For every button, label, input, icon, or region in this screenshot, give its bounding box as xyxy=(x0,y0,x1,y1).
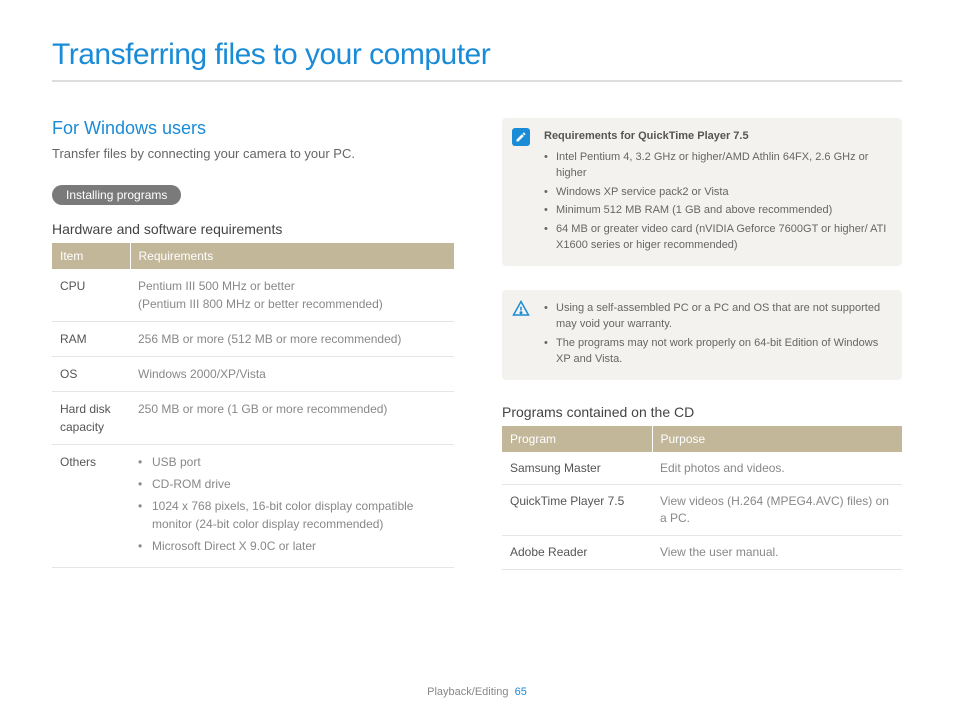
table-row: CPUPentium III 500 MHz or better(Pentium… xyxy=(52,269,454,322)
req-item: RAM xyxy=(52,322,130,357)
program-name: QuickTime Player 7.5 xyxy=(502,485,652,536)
req-item: CPU xyxy=(52,269,130,322)
list-item: 1024 x 768 pixels, 16-bit color display … xyxy=(138,497,446,533)
req-value: Windows 2000/XP/Vista xyxy=(130,357,454,392)
req-th-requirements: Requirements xyxy=(130,243,454,269)
note-title: Requirements for QuickTime Player 7.5 xyxy=(544,128,888,145)
prog-th-purpose: Purpose xyxy=(652,426,902,452)
note-warning: Using a self-assembled PC or a PC and OS… xyxy=(502,290,902,380)
requirements-table: Item Requirements CPUPentium III 500 MHz… xyxy=(52,243,454,568)
note-list: Using a self-assembled PC or a PC and OS… xyxy=(544,300,888,368)
prog-th-program: Program xyxy=(502,426,652,452)
page-footer: Playback/Editing 65 xyxy=(0,686,954,698)
list-item: 64 MB or greater video card (nVIDIA Gefo… xyxy=(544,221,888,254)
list-item: Minimum 512 MB RAM (1 GB and above recom… xyxy=(544,202,888,219)
list-item: Using a self-assembled PC or a PC and OS… xyxy=(544,300,888,333)
req-item: OS xyxy=(52,357,130,392)
right-column: Requirements for QuickTime Player 7.5 In… xyxy=(502,118,902,570)
table-row: OSWindows 2000/XP/Vista xyxy=(52,357,454,392)
requirements-heading: Hardware and software requirements xyxy=(52,221,454,237)
note-list: Intel Pentium 4, 3.2 GHz or higher/AMD A… xyxy=(544,149,888,254)
list-item: Windows XP service pack2 or Vista xyxy=(544,184,888,201)
list-item: CD-ROM drive xyxy=(138,475,446,493)
content-columns: For Windows users Transfer files by conn… xyxy=(52,118,902,570)
program-name: Samsung Master xyxy=(502,452,652,485)
left-column: For Windows users Transfer files by conn… xyxy=(52,118,454,570)
program-name: Adobe Reader xyxy=(502,535,652,569)
intro-text: Transfer files by connecting your camera… xyxy=(52,145,454,163)
table-row: Adobe ReaderView the user manual. xyxy=(502,535,902,569)
req-value: USB port CD-ROM drive 1024 x 768 pixels, 1… xyxy=(130,445,454,568)
req-value: Pentium III 500 MHz or better(Pentium II… xyxy=(130,269,454,322)
table-row: Hard disk capacity250 MB or more (1 GB o… xyxy=(52,392,454,445)
req-value: 250 MB or more (1 GB or more recommended… xyxy=(130,392,454,445)
list-item: Intel Pentium 4, 3.2 GHz or higher/AMD A… xyxy=(544,149,888,182)
table-row: QuickTime Player 7.5View videos (H.264 (… xyxy=(502,485,902,536)
program-purpose: View the user manual. xyxy=(652,535,902,569)
page-title: Transferring files to your computer xyxy=(52,38,902,72)
pill-installing-programs: Installing programs xyxy=(52,185,181,205)
req-item: Hard disk capacity xyxy=(52,392,130,445)
footer-section: Playback/Editing xyxy=(427,686,508,698)
table-row: Others USB port CD-ROM drive 1024 x 768 pix… xyxy=(52,445,454,568)
req-item: Others xyxy=(52,445,130,568)
programs-heading: Programs contained on the CD xyxy=(502,404,902,420)
page-number: 65 xyxy=(515,686,527,698)
note-quicktime-requirements: Requirements for QuickTime Player 7.5 In… xyxy=(502,118,902,266)
warning-icon xyxy=(512,300,530,318)
list-item: Microsoft Direct X 9.0C or later xyxy=(138,537,446,555)
req-th-item: Item xyxy=(52,243,130,269)
program-purpose: Edit photos and videos. xyxy=(652,452,902,485)
table-row: Samsung MasterEdit photos and videos. xyxy=(502,452,902,485)
programs-table: Program Purpose Samsung MasterEdit photo… xyxy=(502,426,902,570)
program-purpose: View videos (H.264 (MPEG4.AVC) files) on… xyxy=(652,485,902,536)
section-heading-windows: For Windows users xyxy=(52,118,454,139)
table-row: RAM256 MB or more (512 MB or more recomm… xyxy=(52,322,454,357)
title-rule xyxy=(52,80,902,82)
list-item: The programs may not work properly on 64… xyxy=(544,335,888,368)
req-value: 256 MB or more (512 MB or more recommend… xyxy=(130,322,454,357)
list-item: USB port xyxy=(138,453,446,471)
pencil-icon xyxy=(512,128,530,146)
